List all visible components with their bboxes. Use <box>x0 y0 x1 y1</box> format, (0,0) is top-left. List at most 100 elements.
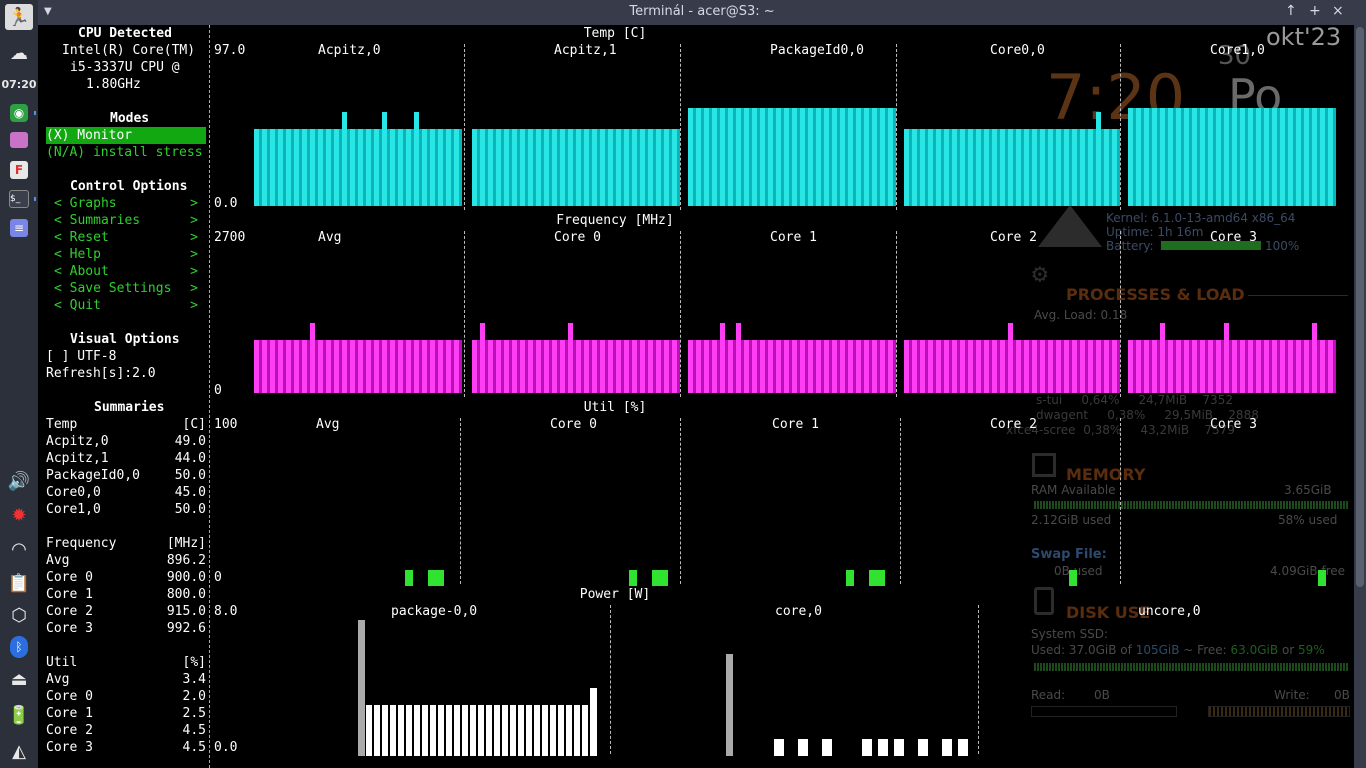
graph-freq-bar <box>1173 339 1176 393</box>
graph-temp-bar <box>1136 108 1141 206</box>
graph-temp-bar <box>326 129 331 206</box>
summary-freq-row-value: 992.6 <box>166 621 206 636</box>
graph-freq-bar <box>541 339 544 393</box>
graph-freq-bar <box>302 339 307 393</box>
graph-freq-bar <box>1333 339 1336 393</box>
graph-freq-bar <box>869 339 872 393</box>
mode-monitor[interactable]: (X) Monitor <box>46 127 206 144</box>
graph-temp-bar <box>278 129 283 206</box>
graph-freq-bar <box>315 339 318 393</box>
graph-power-bar <box>390 705 396 756</box>
graph-power-bar <box>590 688 597 756</box>
graph-temp-bar <box>1168 108 1173 206</box>
volume-icon[interactable]: 🔊 <box>7 470 31 492</box>
graph-freq-bar <box>1176 339 1181 393</box>
graph-freq-bar <box>965 339 968 393</box>
control-option-help[interactable]: < Help > <box>54 247 198 262</box>
graph-freq-bar <box>259 339 262 393</box>
terminal-scrollbar[interactable] <box>1354 25 1366 768</box>
graph-power-bar <box>534 705 540 756</box>
wifi-icon[interactable]: ◠ <box>11 538 27 560</box>
graph-freq-bar <box>1192 339 1197 393</box>
graph-freq-bar <box>904 339 909 393</box>
graph-temp-bar <box>477 129 480 206</box>
graph-temp-bar <box>880 108 885 206</box>
package-icon[interactable]: ⬡ <box>11 604 27 626</box>
graph-temp-bar <box>800 108 805 206</box>
graph-freq-bar <box>1045 339 1048 393</box>
graph-temp-bar <box>430 129 435 206</box>
graph-temp-bar <box>776 108 781 206</box>
graph-util-title: Util [%] <box>583 400 647 415</box>
refresh-setting[interactable]: Refresh[s]:2.0 <box>46 366 156 381</box>
graph-temp-bar <box>920 129 925 206</box>
cloud-icon[interactable]: ☁ <box>10 42 28 64</box>
graph-power-bar <box>366 705 372 756</box>
gear-icon[interactable]: ✹ <box>11 504 27 526</box>
graph-freq-bar <box>517 339 520 393</box>
graph-freq-bar <box>725 339 728 393</box>
graph-power-bar <box>526 705 532 756</box>
utf8-checkbox[interactable]: [ ] UTF-8 <box>46 349 117 364</box>
conky-ram-used: 2.12GiB used <box>1031 513 1112 527</box>
conky-proc-row-2: dwagent 0,38% 29,5MiB 2888 <box>1036 408 1259 422</box>
graph-freq-bar <box>621 339 624 393</box>
close-button[interactable]: × <box>1332 3 1344 19</box>
graph-temp-bar <box>589 129 592 206</box>
graph-freq-bar <box>928 339 933 393</box>
graph-temp-bar <box>1128 108 1133 206</box>
summary-util-row-name: Avg <box>46 672 70 687</box>
graph-freq-bar <box>1112 339 1117 393</box>
graph-temp-bar <box>1213 108 1216 206</box>
graph-temp-bar <box>1032 129 1037 206</box>
clipboard-icon[interactable]: 📋 <box>7 572 31 594</box>
summary-temp-row-value: 44.0 <box>174 451 206 466</box>
window-titlebar[interactable]: ▼ Terminál - acer@S3: ~ ↑ + × <box>38 0 1366 25</box>
graph-temp-bar <box>480 129 485 206</box>
graph-freq-bar <box>411 339 414 393</box>
terminal-area[interactable]: okt'23 30 7:20 Po Kernel: 6.1.0-13-amd64… <box>38 25 1354 768</box>
graph-freq-bar <box>1064 339 1069 393</box>
control-option-quit[interactable]: < Quit > <box>54 298 198 313</box>
arch-icon[interactable]: ◭ <box>12 740 26 762</box>
graph-freq-bar <box>1320 339 1325 393</box>
control-option-summaries[interactable]: < Summaries > <box>54 213 198 228</box>
files-icon[interactable] <box>5 127 33 153</box>
mode-install-stress[interactable]: (N/A) install stress <box>46 145 203 160</box>
window-menu-icon[interactable]: ▼ <box>44 6 52 17</box>
graph-freq-bar <box>648 339 653 393</box>
bluetooth-icon[interactable]: ᛒ <box>5 634 33 660</box>
control-option-about[interactable]: < About > <box>54 264 198 279</box>
graph-temp-bar <box>379 129 382 206</box>
graph-freq-bar <box>262 339 267 393</box>
notes-icon[interactable]: ≡ <box>5 215 33 241</box>
graph-freq-bar <box>1085 339 1088 393</box>
control-option-label: Graphs <box>69 196 117 211</box>
runner-icon[interactable]: 🏃 <box>5 4 33 30</box>
maximize-up-button[interactable]: ↑ <box>1285 3 1297 19</box>
graph-freq-bar <box>920 339 925 393</box>
scrollbar-thumb[interactable] <box>1356 27 1364 587</box>
power-icon[interactable]: 🔋 <box>7 704 31 726</box>
maximize-button[interactable]: + <box>1309 3 1321 19</box>
terminal-icon[interactable]: $_ <box>5 186 33 212</box>
control-option-graphs[interactable]: < Graphs > <box>54 196 198 211</box>
conky-avg-load: Avg. Load: 0.18 <box>1034 308 1128 322</box>
graph-temp-bar <box>501 129 504 206</box>
graph-temp-bar <box>864 108 869 206</box>
graph-temp-bar <box>1296 108 1301 206</box>
control-option-save-settings[interactable]: < Save Settings > <box>54 281 198 296</box>
graph-freq-bar <box>1304 339 1309 393</box>
browser-icon[interactable]: ◉ <box>5 100 33 126</box>
graph-freq-bar <box>853 339 856 393</box>
graph-temp-bar <box>736 108 741 206</box>
graph-util-ymax: 100 <box>214 417 238 432</box>
eject-icon[interactable]: ⏏ <box>10 668 28 690</box>
graph-util-bar <box>1318 570 1326 586</box>
store-icon[interactable]: F <box>5 157 33 183</box>
graph-temp-bar <box>653 129 656 206</box>
graph-temp-series-label: Acpitz,1 <box>554 43 617 58</box>
control-option-reset[interactable]: < Reset > <box>54 230 198 245</box>
graph-power-bar <box>862 739 872 756</box>
graph-temp-bar <box>1200 108 1205 206</box>
